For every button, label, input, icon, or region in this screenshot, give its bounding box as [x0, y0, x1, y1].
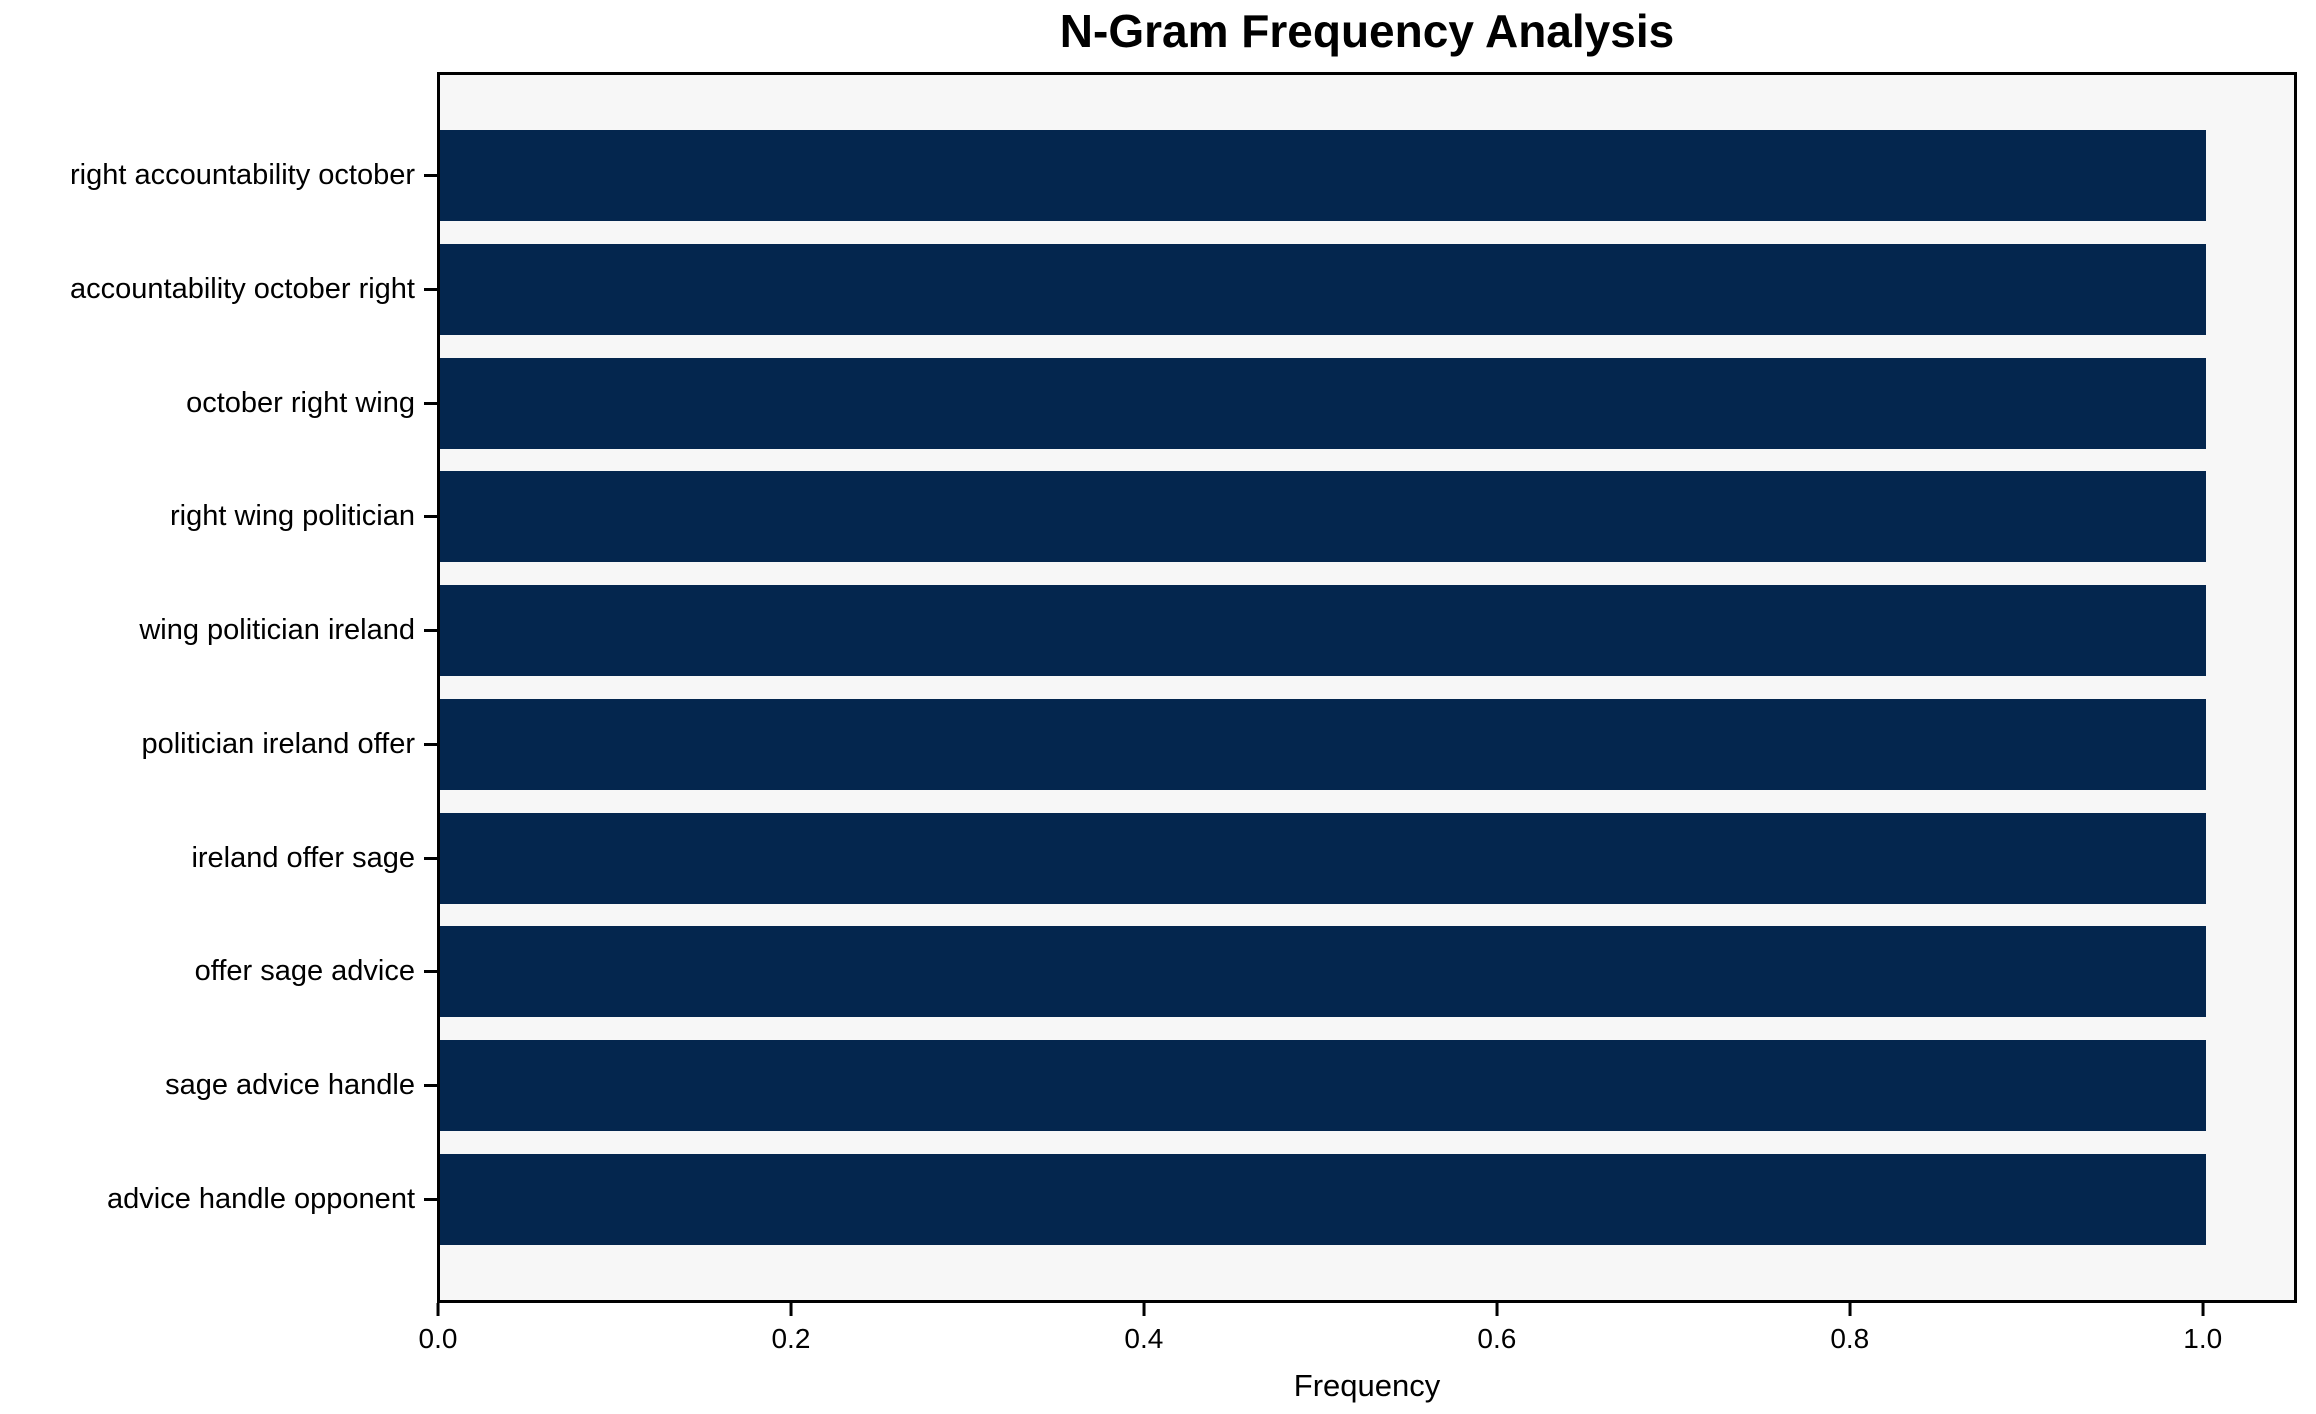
y-axis-label: ireland offer sage [191, 841, 415, 874]
x-tick: 0.2 [771, 1303, 810, 1355]
y-axis-label: offer sage advice [194, 955, 415, 988]
bar-row [440, 812, 2294, 904]
y-tick-mark [424, 401, 437, 405]
y-axis-label: advice handle opponent [107, 1182, 415, 1215]
y-tick-mark [424, 1197, 437, 1201]
x-tick: 0.8 [1830, 1303, 1869, 1355]
bar [440, 926, 2206, 1018]
y-axis-label-row: ireland offer sage [0, 813, 437, 904]
y-tick-mark [424, 856, 437, 860]
y-axis-label-row: politician ireland offer [0, 699, 437, 790]
bar-row [440, 926, 2294, 1018]
bar-row [440, 357, 2294, 449]
bar-row [440, 698, 2294, 790]
bar [440, 812, 2206, 904]
y-axis-label: right wing politician [169, 500, 415, 533]
y-axis-label-row: sage advice handle [0, 1040, 437, 1131]
bar-row [440, 585, 2294, 677]
y-tick-mark [424, 970, 437, 974]
bar [440, 1153, 2206, 1245]
y-axis-label: sage advice handle [165, 1069, 415, 1102]
y-tick-mark [424, 742, 437, 746]
x-tick: 0.6 [1477, 1303, 1516, 1355]
bar [440, 471, 2206, 563]
x-tick-label: 0.0 [418, 1323, 458, 1354]
y-axis-label-row: right accountability october [0, 130, 437, 221]
x-tick-mark [436, 1303, 440, 1316]
y-tick-mark [424, 287, 437, 291]
x-tick-mark [1495, 1303, 1499, 1316]
bar-row [440, 1153, 2294, 1245]
x-tick-mark [1142, 1303, 1146, 1316]
bar [440, 130, 2206, 221]
bar-row [440, 471, 2294, 563]
y-axis-label: wing politician ireland [139, 614, 415, 647]
x-axis-label: Frequency [1293, 1368, 1441, 1403]
y-axis-labels: right accountability october accountabili… [0, 75, 437, 1300]
y-tick-mark [424, 629, 437, 633]
bar [440, 585, 2206, 677]
y-axis-label: right accountability october [70, 159, 415, 191]
bar [440, 698, 2206, 790]
y-axis-label-row: wing politician ireland [0, 585, 437, 676]
bar-row [440, 1040, 2294, 1132]
x-tick-label: 0.4 [1124, 1323, 1164, 1354]
x-tick-label: 0.6 [1477, 1323, 1517, 1354]
bars-container [440, 75, 2294, 1300]
y-axis-label: accountability october right [70, 272, 415, 305]
x-tick-mark [789, 1303, 793, 1316]
chart-title: N-Gram Frequency Analysis [1059, 5, 1675, 57]
x-tick: 1.0 [2183, 1303, 2222, 1355]
y-axis-label-row: right wing politician [0, 471, 437, 562]
bar-row [440, 130, 2294, 221]
y-tick-mark [424, 515, 437, 519]
bar [440, 243, 2206, 335]
plot-area [437, 72, 2297, 1303]
y-axis-label: politician ireland offer [141, 727, 415, 760]
bar [440, 357, 2206, 449]
x-tick-label: 0.2 [771, 1323, 811, 1354]
y-axis-label-row: accountability october right [0, 244, 437, 335]
x-tick-label: 1.0 [2183, 1323, 2223, 1354]
x-tick-mark [2201, 1303, 2205, 1316]
x-tick: 0.0 [418, 1303, 458, 1355]
y-tick-mark [424, 1084, 437, 1088]
x-tick-mark [1848, 1303, 1852, 1316]
x-axis-ticks: 0.0 0.2 0.4 0.6 0.8 1.0 [419, 1303, 2291, 1363]
bar [440, 1040, 2206, 1132]
y-tick-mark [424, 174, 437, 177]
y-axis-label-row: advice handle opponent [0, 1154, 437, 1245]
x-tick-label: 0.8 [1830, 1323, 1870, 1354]
y-axis-label-row: offer sage advice [0, 926, 437, 1017]
bar-row [440, 243, 2294, 335]
y-axis-label: october right wing [186, 386, 415, 419]
y-axis-label-row: october right wing [0, 358, 437, 449]
x-tick: 0.4 [1124, 1303, 1163, 1355]
